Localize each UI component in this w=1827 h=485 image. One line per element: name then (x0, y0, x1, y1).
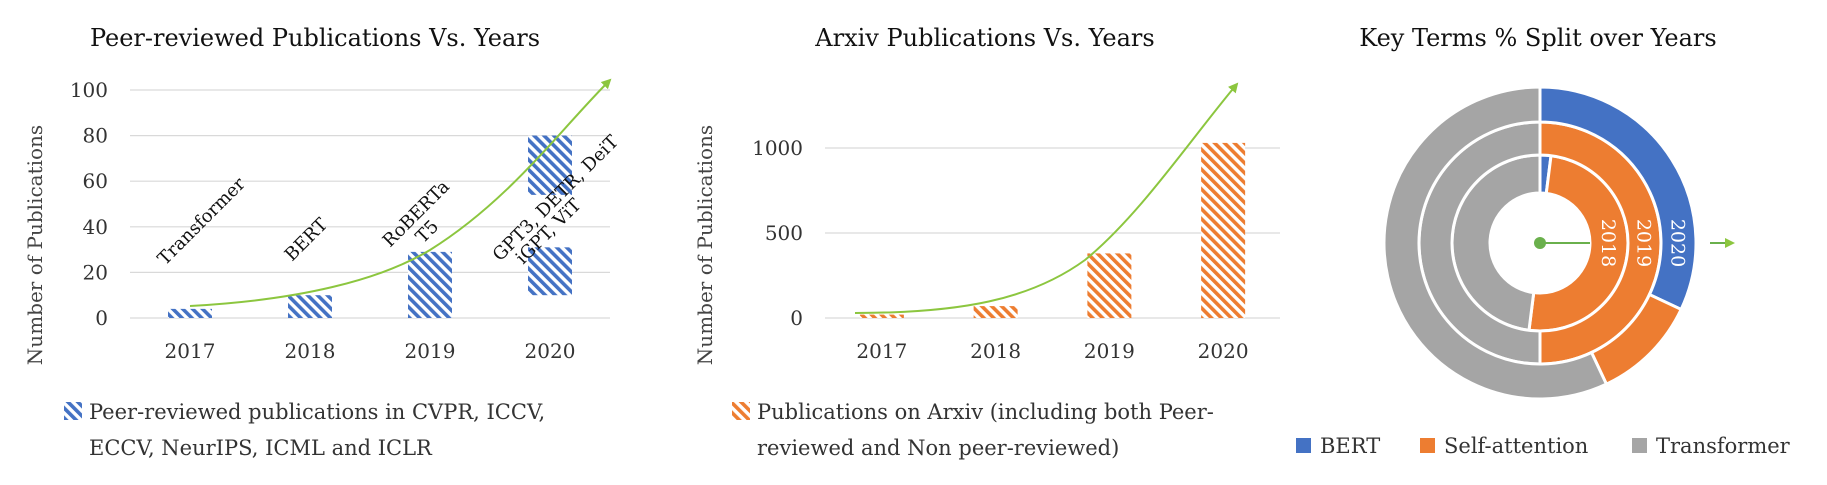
y-tick-label: 20 (83, 260, 108, 284)
y-axis-label: Number of Publications (23, 125, 47, 365)
legend-text-line-1: Publications on Arxiv (including both Pe… (757, 400, 1214, 424)
y-tick-label: 40 (83, 215, 108, 239)
legend-swatch-self-attention (1420, 438, 1435, 453)
chart-title: Key Terms % Split over Years (1359, 24, 1716, 52)
chart-title: Peer-reviewed Publications Vs. Years (90, 24, 540, 52)
ring-label-2019: 2019 (1633, 219, 1655, 267)
bar-2020 (1201, 142, 1246, 318)
x-tick-label: 2019 (1084, 339, 1135, 363)
y-tick-label: 100 (70, 78, 108, 102)
annotation-roberta: RoBERTa (379, 176, 454, 251)
x-tick-label: 2017 (856, 339, 907, 363)
bar-2018 (288, 295, 332, 318)
key-terms-donut-chart: Key Terms % Split over Years 2018 2019 202… (1296, 24, 1791, 458)
legend-self-attention: Self-attention (1444, 434, 1588, 458)
y-axis-label: Number of Publications (693, 125, 717, 365)
legend-swatch-transformer (1632, 438, 1647, 453)
y-tick-label: 1000 (752, 136, 803, 160)
legend-text-line-2: ECCV, NeurIPS, ICML and ICLR (89, 436, 433, 460)
legend-swatch-bert (1296, 438, 1311, 453)
bar-2017 (168, 308, 212, 318)
y-tick-label: 0 (95, 306, 108, 330)
x-tick-label: 2017 (165, 339, 216, 363)
legend-text-line-1: Peer-reviewed publications in CVPR, ICCV… (89, 400, 545, 424)
bar-2019 (1087, 253, 1132, 318)
donut-slice-2020-transformer (1382, 85, 1609, 401)
annotation-bert: BERT (281, 214, 332, 265)
x-tick-label: 2020 (1198, 339, 1249, 363)
annotation-transformer: Transformer (154, 173, 250, 269)
y-tick-label: 60 (83, 169, 108, 193)
chart-title: Arxiv Publications Vs. Years (814, 24, 1154, 52)
bar-2019 (408, 251, 452, 318)
y-tick-label: 0 (790, 306, 803, 330)
legend-text-line-2: reviewed and Non peer-reviewed) (757, 436, 1119, 460)
y-tick-label: 80 (83, 124, 108, 148)
trend-arrow (189, 78, 612, 307)
ring-label-2018: 2018 (1597, 219, 1619, 267)
bar-2018 (973, 306, 1018, 318)
legend-transformer: Transformer (1656, 434, 1791, 458)
trend-arrow (854, 82, 1239, 314)
x-tick-label: 2019 (405, 339, 456, 363)
bar-2020 (528, 247, 572, 296)
peer-reviewed-chart: Peer-reviewed Publications Vs. Years Num… (23, 24, 623, 460)
x-tick-label: 2018 (285, 339, 336, 363)
pointer-dot (1534, 237, 1546, 249)
legend-swatch-peer-reviewed (64, 402, 82, 420)
ring-label-2020: 2020 (1667, 219, 1689, 267)
x-tick-label: 2018 (970, 339, 1021, 363)
y-tick-label: 500 (765, 221, 803, 245)
legend-bert: BERT (1320, 434, 1380, 458)
legend-swatch-arxiv (732, 402, 750, 420)
bar-2017 (859, 314, 904, 318)
x-tick-label: 2020 (525, 339, 576, 363)
arxiv-chart: Arxiv Publications Vs. Years Number of P… (693, 24, 1280, 460)
